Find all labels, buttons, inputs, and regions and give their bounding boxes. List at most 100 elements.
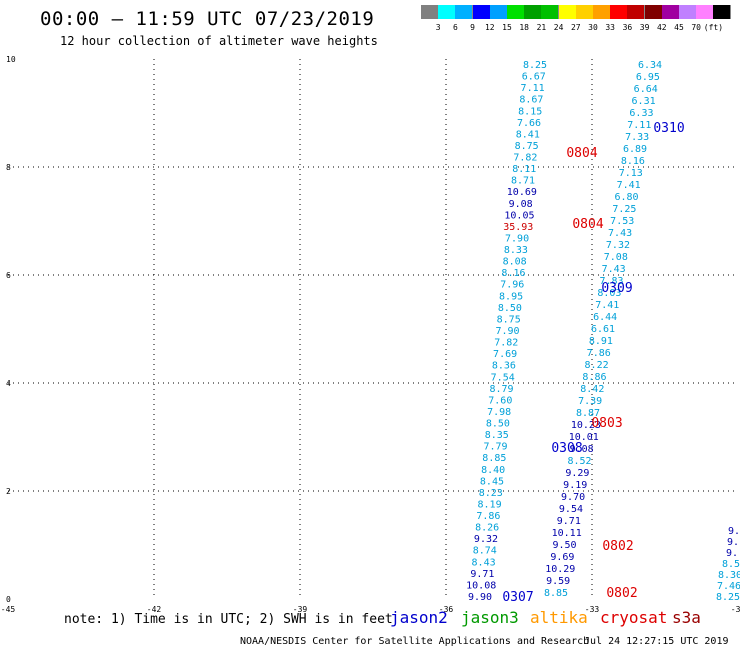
- track-b-value: 10.11: [552, 528, 582, 539]
- track-b-value: 8.85: [544, 588, 568, 599]
- color-scale-label: 42: [656, 23, 667, 32]
- track-b-value: 9.50: [552, 540, 576, 551]
- track-a-value: 8.26: [475, 523, 499, 534]
- track-b-value: 9.54: [559, 504, 583, 515]
- color-scale-label: 18: [519, 23, 529, 32]
- track-c-value: 9.: [726, 548, 738, 559]
- track-a-value: 35.93: [503, 222, 533, 233]
- track-b-value: 8.22: [585, 360, 609, 371]
- color-scale-label: 6: [452, 23, 458, 32]
- track-b-value: 7.41: [617, 180, 641, 191]
- track-time-label: 0803: [591, 416, 622, 431]
- page-subtitle: 12 hour collection of altimeter wave hei…: [60, 34, 378, 48]
- color-scale-label: 3: [435, 23, 441, 32]
- track-b-value: 8.87: [576, 408, 600, 419]
- color-scale-label: 9: [470, 23, 475, 32]
- track-b-value: 6.95: [636, 72, 660, 83]
- track-a-value: 7.66: [517, 118, 541, 129]
- track-b-value: 7.11: [627, 120, 651, 131]
- track-time-label: 0802: [606, 586, 637, 601]
- track-a-value: 7.54: [491, 372, 515, 383]
- y-tick-label: 4: [6, 379, 11, 388]
- track-c-value: 9.: [728, 526, 740, 537]
- track-b-value: 9.59: [546, 576, 570, 587]
- track-b-value: 9.29: [565, 468, 589, 479]
- track-b-value: 10.23: [571, 420, 601, 431]
- y-tick-label: 2: [6, 487, 11, 496]
- track-b-value: 10.01: [569, 432, 599, 443]
- legend-jason3: jason3: [461, 608, 519, 627]
- legend-s3a: s3a: [672, 608, 701, 627]
- track-b-value: 9.69: [550, 552, 574, 563]
- track-time-label: 0802: [602, 539, 633, 554]
- color-scale-label: 45: [674, 23, 684, 32]
- x-tick-label: -45: [1, 605, 16, 614]
- track-c-value: 9.: [727, 537, 739, 548]
- track-a-value: 7.11: [521, 83, 545, 94]
- track-a-value: 10.69: [507, 187, 537, 198]
- track-a-value: 8.95: [499, 291, 523, 302]
- track-a-value: 8.36: [492, 361, 516, 372]
- track-c-value: 7.46: [717, 581, 740, 592]
- track-a-value: 9.90: [468, 592, 492, 603]
- y-tick-label: 0: [6, 595, 11, 604]
- track-b-value: 6.80: [614, 192, 638, 203]
- legend-jason2: jason2: [390, 608, 448, 627]
- page-title: 00:00 – 11:59 UTC 07/23/2019: [40, 8, 375, 30]
- track-a-value: 9.71: [470, 569, 494, 580]
- track-a-value: 8.85: [482, 453, 506, 464]
- track-b-value: 9.71: [557, 516, 581, 527]
- color-scale-label: 39: [639, 23, 650, 32]
- track-b-value: 10.29: [545, 564, 575, 575]
- track-a-value: 8.08: [503, 257, 527, 268]
- track-b-value: 6.64: [634, 84, 658, 95]
- track-time-label: 0307: [502, 590, 533, 605]
- track-b-value: 6.44: [593, 312, 617, 323]
- track-b-value: 7.33: [625, 132, 649, 143]
- footer-timestamp: Jul 24 12:27:15 UTC 2019: [584, 636, 729, 647]
- color-scale-label: 21: [536, 23, 547, 32]
- track-b-value: 7.39: [578, 396, 602, 407]
- color-scale-label: 30: [588, 23, 598, 32]
- track-time-label: 0804: [566, 146, 597, 161]
- track-a-value: 8.33: [504, 245, 528, 256]
- track-b-value: 6.33: [629, 108, 653, 119]
- y-tick-label: 10: [6, 55, 16, 64]
- track-b-value: 8.91: [589, 336, 613, 347]
- color-swatch: [713, 5, 732, 19]
- x-tick-label: -33: [585, 605, 600, 614]
- track-b-value: 6.61: [591, 324, 615, 335]
- track-a-value: 7.79: [483, 442, 507, 453]
- track-time-label: 0308: [551, 441, 582, 456]
- track-b-value: 8.86: [582, 372, 606, 383]
- track-a-value: 8.11: [512, 164, 536, 175]
- track-a-value: 6.67: [522, 72, 546, 83]
- track-time-label: 0310: [653, 121, 684, 136]
- color-scale-label: 27: [570, 23, 581, 32]
- track-a-value: 7.86: [476, 511, 500, 522]
- track-a-value: 8.16: [501, 268, 525, 279]
- color-scale-label: 36: [622, 23, 633, 32]
- track-b-value: 9.08: [570, 444, 594, 455]
- track-b-value: 6.34: [638, 60, 662, 71]
- track-a-value: 10.08: [466, 580, 496, 591]
- y-tick-label: 6: [6, 271, 11, 280]
- color-scale-label: (ft): [703, 23, 724, 32]
- track-b-value: 7.86: [587, 348, 611, 359]
- track-a-value: 8.50: [498, 303, 522, 314]
- track-a-value: 10.05: [504, 210, 534, 221]
- track-b-value: 8.03: [597, 288, 621, 299]
- track-a-value: 7.96: [500, 280, 524, 291]
- track-c-value: 8.30: [718, 570, 740, 581]
- x-tick-label: -36: [439, 605, 454, 614]
- color-scale-label: 70: [691, 23, 701, 32]
- footer-note: note: 1) Time is in UTC; 2) SWH is in fe…: [64, 612, 393, 627]
- track-time-label: 0309: [601, 281, 632, 296]
- track-a-value: 7.90: [505, 233, 529, 244]
- track-a-value: 8.71: [511, 176, 535, 187]
- track-a-value: 8.41: [516, 129, 540, 140]
- track-a-value: 7.82: [513, 153, 537, 164]
- track-a-value: 9.08: [509, 199, 533, 210]
- track-time-label: 0804: [572, 217, 603, 232]
